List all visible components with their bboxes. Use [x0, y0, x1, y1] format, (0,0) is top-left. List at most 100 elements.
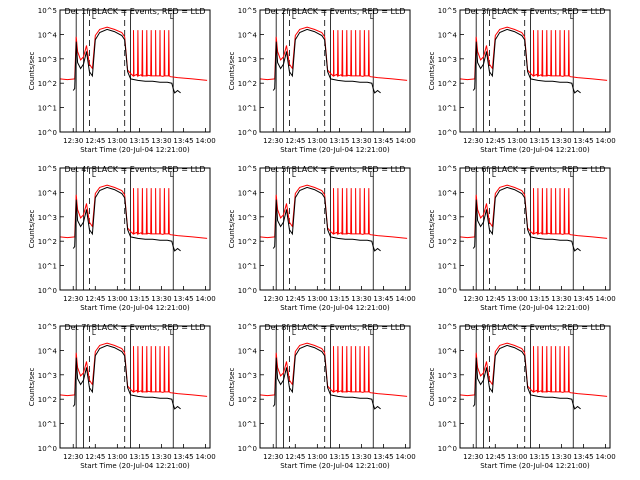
y-tick-label: 10^3 [438, 372, 457, 380]
y-tick-label: 10^4 [238, 31, 258, 39]
marker-glyph: L [370, 329, 374, 337]
x-tick-label: 13:15 [529, 137, 549, 145]
y-tick-label: 10^5 [238, 7, 257, 15]
y-tick-label: 10^1 [438, 105, 457, 113]
plot-frame [259, 167, 411, 291]
y-tick-label: 10^0 [238, 287, 257, 295]
x-tick-label: 13:30 [151, 295, 171, 303]
x-tick-label: 12:30 [263, 137, 283, 145]
marker-glyph: L [370, 13, 374, 21]
x-tick-label: 12:45 [485, 137, 505, 145]
marker-glyph: L [570, 329, 574, 337]
series-lld-line [259, 342, 408, 397]
y-tick-label: 10^2 [438, 80, 457, 88]
panel-title: Det 7f BLACK = Events, RED = LLD [64, 323, 205, 332]
x-tick-label: 13:45 [573, 295, 593, 303]
y-tick-label: 10^5 [238, 323, 257, 331]
y-tick-label: 10^5 [438, 7, 457, 15]
y-tick-label: 10^3 [38, 56, 57, 64]
plot-frame [459, 325, 611, 449]
y-tick-label: 10^1 [438, 421, 457, 429]
x-axis-label: Start Time (20-Jul-04 12:21:00) [280, 462, 390, 470]
x-tick-label: 12:45 [485, 453, 505, 461]
x-tick-label: 12:45 [85, 453, 105, 461]
x-tick-label: 13:15 [329, 453, 349, 461]
x-tick-label: 12:45 [285, 137, 305, 145]
marker-glyph: L [370, 171, 374, 179]
x-tick-label: 13:45 [173, 295, 193, 303]
y-tick-label: 10^2 [438, 238, 457, 246]
y-tick-label: 10^0 [438, 129, 457, 137]
x-axis-label: Start Time (20-Jul-04 12:21:00) [80, 146, 190, 154]
y-tick-label: 10^3 [438, 214, 457, 222]
y-tick-label: 10^1 [238, 421, 257, 429]
x-tick-label: 14:00 [595, 453, 615, 461]
series-events-line [72, 344, 181, 410]
y-tick-label: 10^2 [438, 396, 457, 404]
panel-title: Det 1f BLACK = Events, RED = LLD [64, 7, 205, 16]
y-tick-label: 10^0 [38, 287, 57, 295]
y-axis-label: Counts/sec [228, 368, 236, 407]
x-tick-label: 12:30 [263, 453, 283, 461]
y-tick-label: 10^0 [38, 445, 57, 453]
x-tick-label: 13:45 [173, 453, 193, 461]
y-tick-label: 10^2 [38, 238, 57, 246]
marker-glyph: L [292, 329, 296, 337]
y-tick-label: 10^4 [38, 347, 58, 355]
series-events-line [272, 186, 381, 252]
panel-title: Det 2f BLACK = Events, RED = LLD [264, 7, 405, 16]
x-axis-label: Start Time (20-Jul-04 12:21:00) [480, 462, 590, 470]
x-tick-label: 14:00 [395, 453, 415, 461]
x-tick-label: 13:00 [307, 137, 327, 145]
y-tick-label: 10^0 [238, 129, 257, 137]
x-tick-label: 13:45 [373, 453, 393, 461]
y-axis-label: Counts/sec [428, 368, 436, 407]
x-tick-label: 12:45 [485, 295, 505, 303]
y-tick-label: 10^1 [38, 105, 57, 113]
plot-frame [59, 325, 211, 449]
y-tick-label: 10^3 [38, 214, 57, 222]
plot-frame [259, 9, 411, 133]
x-tick-label: 13:15 [129, 137, 149, 145]
x-axis-label: Start Time (20-Jul-04 12:21:00) [80, 304, 190, 312]
x-tick-label: 13:30 [551, 295, 571, 303]
marker-glyph: L [92, 13, 96, 21]
y-axis-label: Counts/sec [428, 52, 436, 91]
series-events-line [72, 28, 181, 94]
y-tick-label: 10^5 [438, 165, 457, 173]
x-tick-label: 13:15 [129, 453, 149, 461]
y-tick-label: 10^2 [238, 80, 257, 88]
y-tick-label: 10^1 [238, 263, 257, 271]
x-tick-label: 13:45 [573, 137, 593, 145]
panel-title: Det 3f BLACK = Events, RED = LLD [464, 7, 605, 16]
y-tick-label: 10^2 [238, 396, 257, 404]
marker-glyph: L [492, 329, 496, 337]
y-axis-label: Counts/sec [28, 52, 36, 91]
y-tick-label: 10^5 [438, 323, 457, 331]
panel-title: Det 4f BLACK = Events, RED = LLD [64, 165, 205, 174]
marker-glyph: L [292, 171, 296, 179]
plot-frame [459, 9, 611, 133]
x-tick-label: 14:00 [595, 295, 615, 303]
y-tick-label: 10^0 [238, 445, 257, 453]
series-lld-line [259, 26, 408, 81]
x-axis-label: Start Time (20-Jul-04 12:21:00) [480, 304, 590, 312]
y-tick-label: 10^4 [438, 189, 458, 197]
x-tick-label: 13:30 [551, 137, 571, 145]
series-lld-line [459, 26, 608, 81]
y-tick-label: 10^3 [238, 372, 257, 380]
panel-title: Det 6f BLACK = Events, RED = LLD [464, 165, 605, 174]
marker-glyph: L [492, 171, 496, 179]
plot-frame [459, 167, 611, 291]
y-axis-label: Counts/sec [228, 210, 236, 249]
series-events-line [472, 186, 581, 252]
marker-glyph: L [92, 329, 96, 337]
series-lld-line [59, 184, 208, 239]
y-tick-label: 10^0 [438, 287, 457, 295]
y-tick-label: 10^1 [238, 105, 257, 113]
